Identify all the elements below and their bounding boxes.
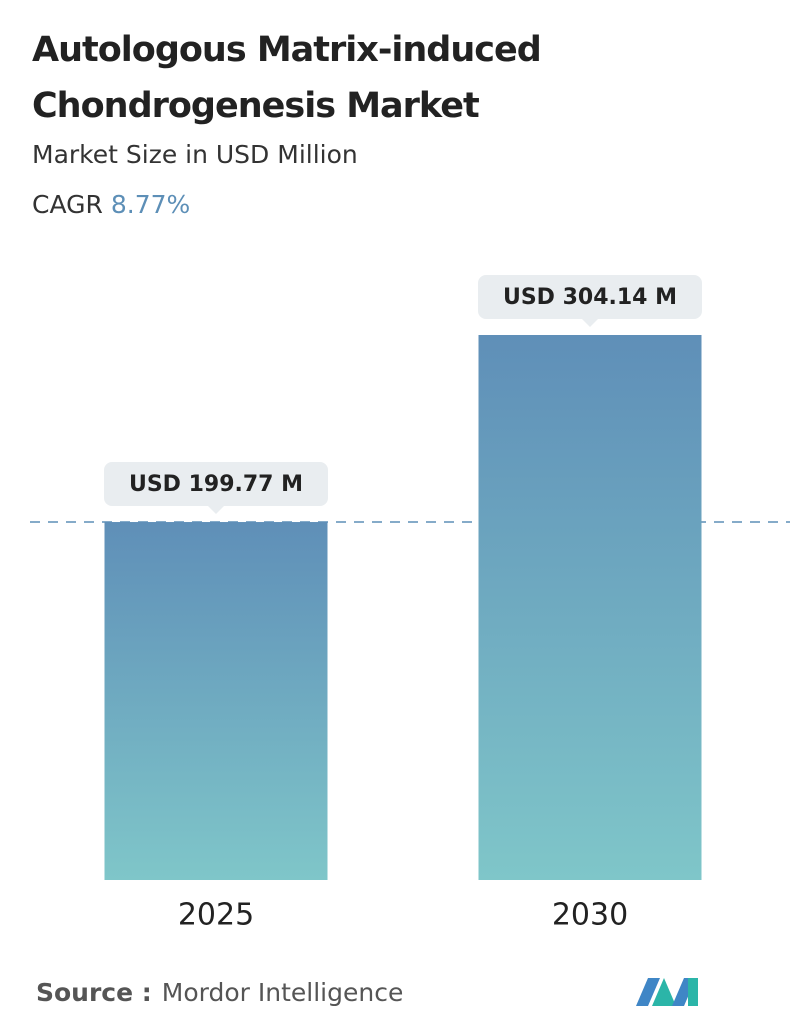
label-box — [478, 275, 702, 319]
x-tick-label: 2030 — [552, 898, 628, 933]
bar — [104, 522, 328, 880]
cagr: CAGR 8.77% — [32, 190, 190, 219]
logo — [636, 978, 698, 1006]
label-pointer — [208, 506, 224, 515]
source: Source : Mordor Intelligence — [36, 978, 403, 1007]
value-label: USD 304.14 M — [503, 285, 677, 310]
source-label: Source : — [36, 978, 152, 1007]
x-tick-label: 2025 — [178, 898, 254, 933]
chart-subtitle: Market Size in USD Million — [32, 140, 358, 169]
source-name: Mordor Intelligence — [161, 978, 404, 1007]
cagr-value: 8.77% — [110, 190, 191, 219]
label-box — [104, 462, 328, 507]
chart-title: Autologous Matrix-induced Chondrogenesis… — [32, 30, 542, 126]
bar — [478, 335, 702, 880]
cagr-label: CAGR — [32, 190, 103, 219]
label-pointer — [582, 319, 598, 327]
value-label: USD 199.77 M — [129, 472, 303, 497]
